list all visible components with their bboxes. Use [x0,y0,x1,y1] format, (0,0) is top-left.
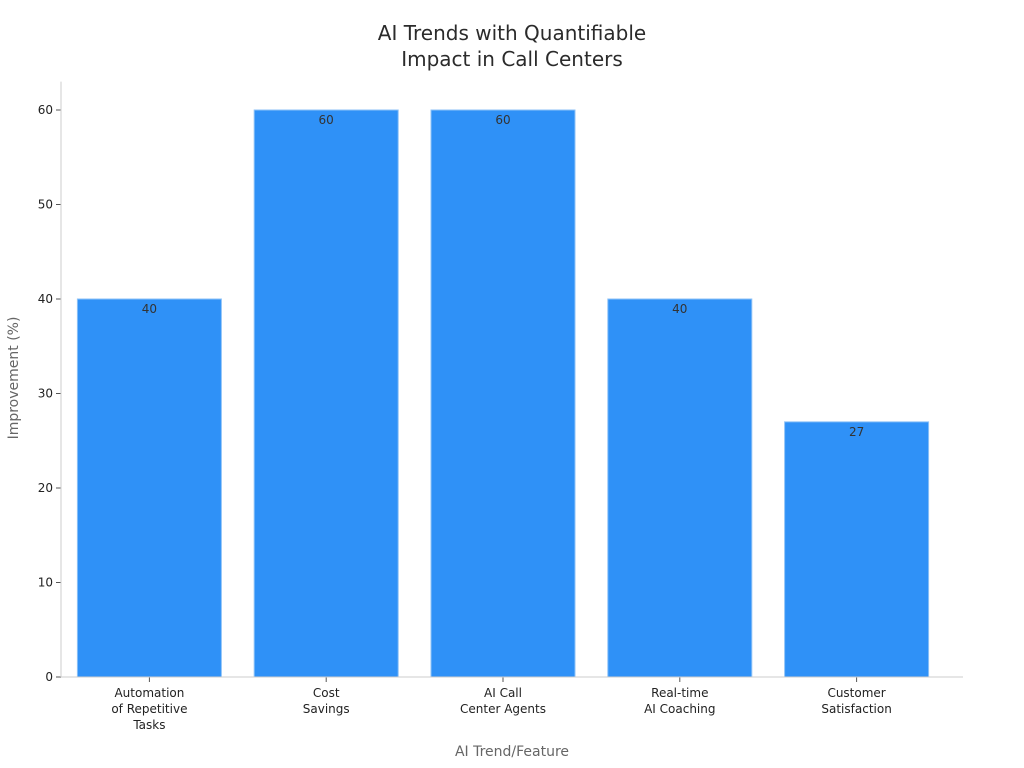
y-tick-label: 0 [45,670,53,684]
bar [430,109,576,678]
x-tick-label: Customer Satisfaction [821,686,891,716]
x-tick-label: Real-time AI Coaching [644,686,715,716]
data-labels: 40 60 60 40 27 [142,113,864,439]
bar-value-label: 40 [672,302,687,316]
x-tick-label: Automation of Repetitive Tasks [111,686,187,732]
bar-value-label: 60 [319,113,334,127]
y-axis-ticks: 0 10 20 30 40 50 60 [38,103,61,684]
bar-value-label: 27 [849,425,864,439]
bar [607,298,753,678]
bar [76,298,222,678]
x-axis-ticks: Automation of Repetitive Tasks Cost Savings A… [111,677,892,732]
y-tick-label: 40 [38,292,53,306]
bars [76,109,930,678]
bar-value-label: 40 [142,302,157,316]
x-tick-label: Cost Savings [303,686,350,716]
y-tick-label: 30 [38,387,53,401]
x-tick-label: AI Call Center Agents [460,686,546,716]
chart-title-line-2: Impact in Call Centers [401,47,623,71]
y-tick-label: 10 [38,576,53,590]
y-tick-label: 60 [38,103,53,117]
y-tick-label: 50 [38,198,53,212]
y-tick-label: 20 [38,481,53,495]
bar [784,421,930,678]
bar-value-label: 60 [495,113,510,127]
x-axis-title: AI Trend/Feature [455,744,569,760]
chart-title-line-1: AI Trends with Quantifiable [378,21,646,45]
bar [253,109,399,678]
y-axis-title: Improvement (%) [6,317,22,440]
